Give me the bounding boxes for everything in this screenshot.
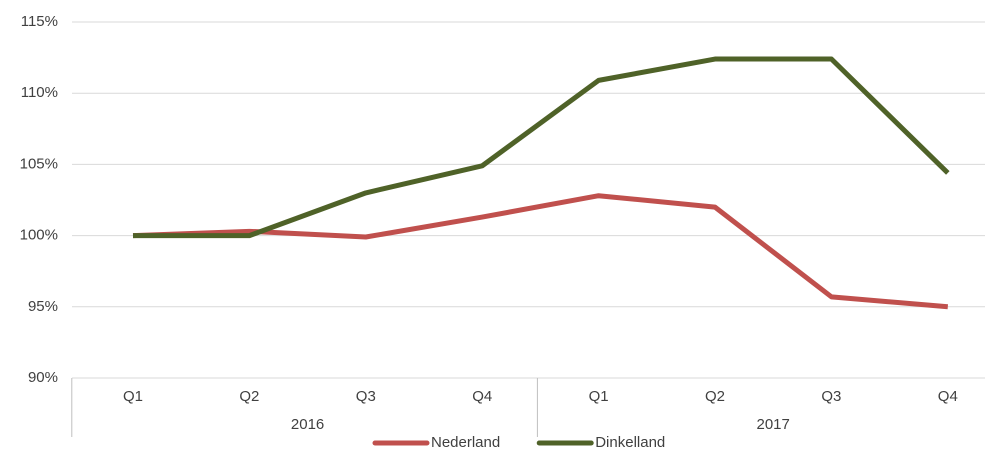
series-line xyxy=(133,56,950,239)
x-tick-label: Q1 xyxy=(589,388,609,405)
x-tick-label: Q4 xyxy=(472,388,492,405)
series-line xyxy=(132,193,949,310)
y-tick-label: 105% xyxy=(20,155,58,172)
x-tick-label: Q1 xyxy=(123,388,143,405)
y-tick-label: 100% xyxy=(20,227,58,244)
x-tick-label: Q3 xyxy=(356,388,376,405)
x-tick-label: Q2 xyxy=(705,388,725,405)
group-label: 2017 xyxy=(757,416,790,433)
x-tick-label: Q2 xyxy=(239,388,259,405)
y-tick-label: 95% xyxy=(28,298,58,315)
legend-label: Dinkelland xyxy=(595,434,665,451)
group-label: 2016 xyxy=(291,416,324,433)
y-tick-label: 90% xyxy=(28,369,58,386)
x-tick-label: Q3 xyxy=(821,388,841,405)
y-tick-label: 110% xyxy=(21,84,58,101)
x-tick-label: Q4 xyxy=(938,388,958,405)
legend-label: Nederland xyxy=(431,434,500,451)
y-tick-label: 115% xyxy=(21,13,58,30)
